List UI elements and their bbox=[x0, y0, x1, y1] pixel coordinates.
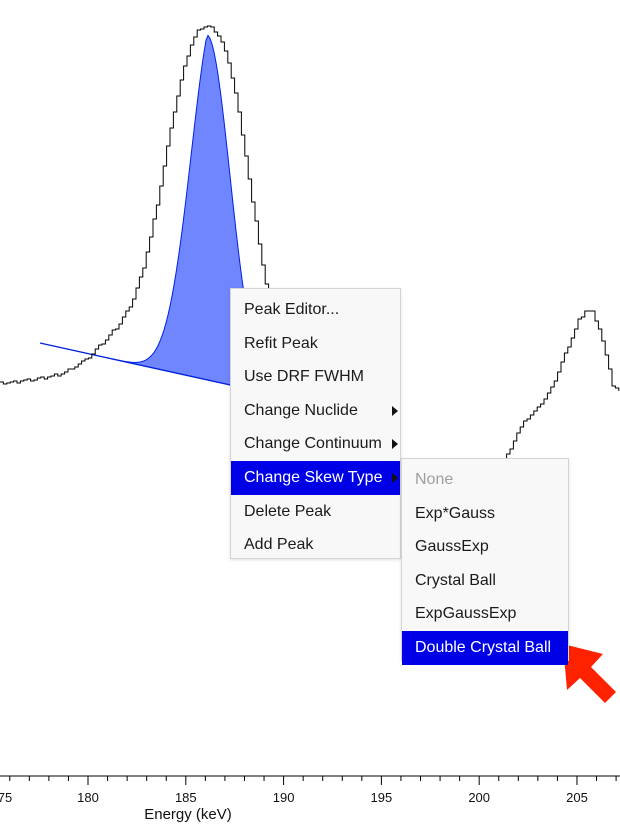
peak-context-menu: Peak Editor... Refit Peak Use DRF FWHM C… bbox=[230, 288, 401, 559]
menu-item-delete-peak[interactable]: Delete Peak bbox=[231, 495, 400, 529]
skew-type-submenu: None Exp*Gauss GaussExp Crystal Ball Exp… bbox=[401, 458, 569, 665]
x-tick-label: 200 bbox=[468, 790, 490, 805]
menu-item-peak-editor[interactable]: Peak Editor... bbox=[231, 293, 400, 327]
menu-item-label: Add Peak bbox=[244, 536, 314, 554]
skew-option-exp-gauss-exp[interactable]: ExpGaussExp bbox=[402, 597, 568, 631]
menu-item-label: Delete Peak bbox=[244, 502, 332, 520]
x-tick-label: 180 bbox=[77, 790, 99, 805]
menu-item-label: Double Crystal Ball bbox=[415, 638, 552, 656]
skew-option-none[interactable]: None bbox=[402, 463, 568, 497]
submenu-arrow-icon bbox=[392, 472, 398, 483]
skew-option-gauss-exp[interactable]: GaussExp bbox=[402, 530, 568, 564]
x-tick-label: 190 bbox=[273, 790, 295, 805]
menu-item-refit-peak[interactable]: Refit Peak bbox=[231, 327, 400, 361]
menu-item-label: Exp*Gauss bbox=[415, 504, 496, 522]
x-axis: 75 180 185 190 195 200 205 Energy (keV) bbox=[0, 775, 620, 823]
x-tick-label: 185 bbox=[175, 790, 197, 805]
fitted-peak-area[interactable] bbox=[111, 34, 263, 393]
menu-item-label: Refit Peak bbox=[244, 334, 318, 352]
x-tick-label: 195 bbox=[371, 790, 393, 805]
submenu-arrow-icon bbox=[392, 439, 398, 450]
menu-item-add-peak[interactable]: Add Peak bbox=[231, 528, 400, 562]
menu-item-label: Change Skew Type bbox=[244, 468, 383, 486]
menu-item-label: ExpGaussExp bbox=[415, 605, 517, 623]
menu-item-label: Peak Editor... bbox=[244, 301, 340, 318]
menu-item-label: Change Continuum bbox=[244, 435, 382, 453]
x-axis-title: Energy (keV) bbox=[144, 806, 232, 823]
menu-item-change-skew-type[interactable]: Change Skew Type bbox=[231, 460, 400, 495]
skew-option-exp-gauss[interactable]: Exp*Gauss bbox=[402, 497, 568, 531]
x-tick-label: 205 bbox=[566, 790, 588, 805]
menu-item-label: Crystal Ball bbox=[415, 571, 496, 589]
x-tick-label: 75 bbox=[0, 790, 12, 805]
menu-item-label: GaussExp bbox=[415, 538, 489, 556]
menu-item-label: Use DRF FWHM bbox=[244, 368, 364, 386]
menu-item-use-drf-fwhm[interactable]: Use DRF FWHM bbox=[231, 360, 400, 394]
skew-option-crystal-ball[interactable]: Crystal Ball bbox=[402, 564, 568, 598]
menu-item-change-continuum[interactable]: Change Continuum bbox=[231, 427, 400, 461]
menu-item-label: Change Nuclide bbox=[244, 401, 358, 419]
skew-option-double-crystal-ball[interactable]: Double Crystal Ball bbox=[402, 630, 568, 665]
menu-item-label: None bbox=[415, 471, 454, 488]
pointer-arrow-icon bbox=[563, 644, 616, 703]
submenu-arrow-icon bbox=[392, 405, 398, 416]
continuum-line bbox=[39, 342, 263, 393]
menu-item-change-nuclide[interactable]: Change Nuclide bbox=[231, 394, 400, 428]
